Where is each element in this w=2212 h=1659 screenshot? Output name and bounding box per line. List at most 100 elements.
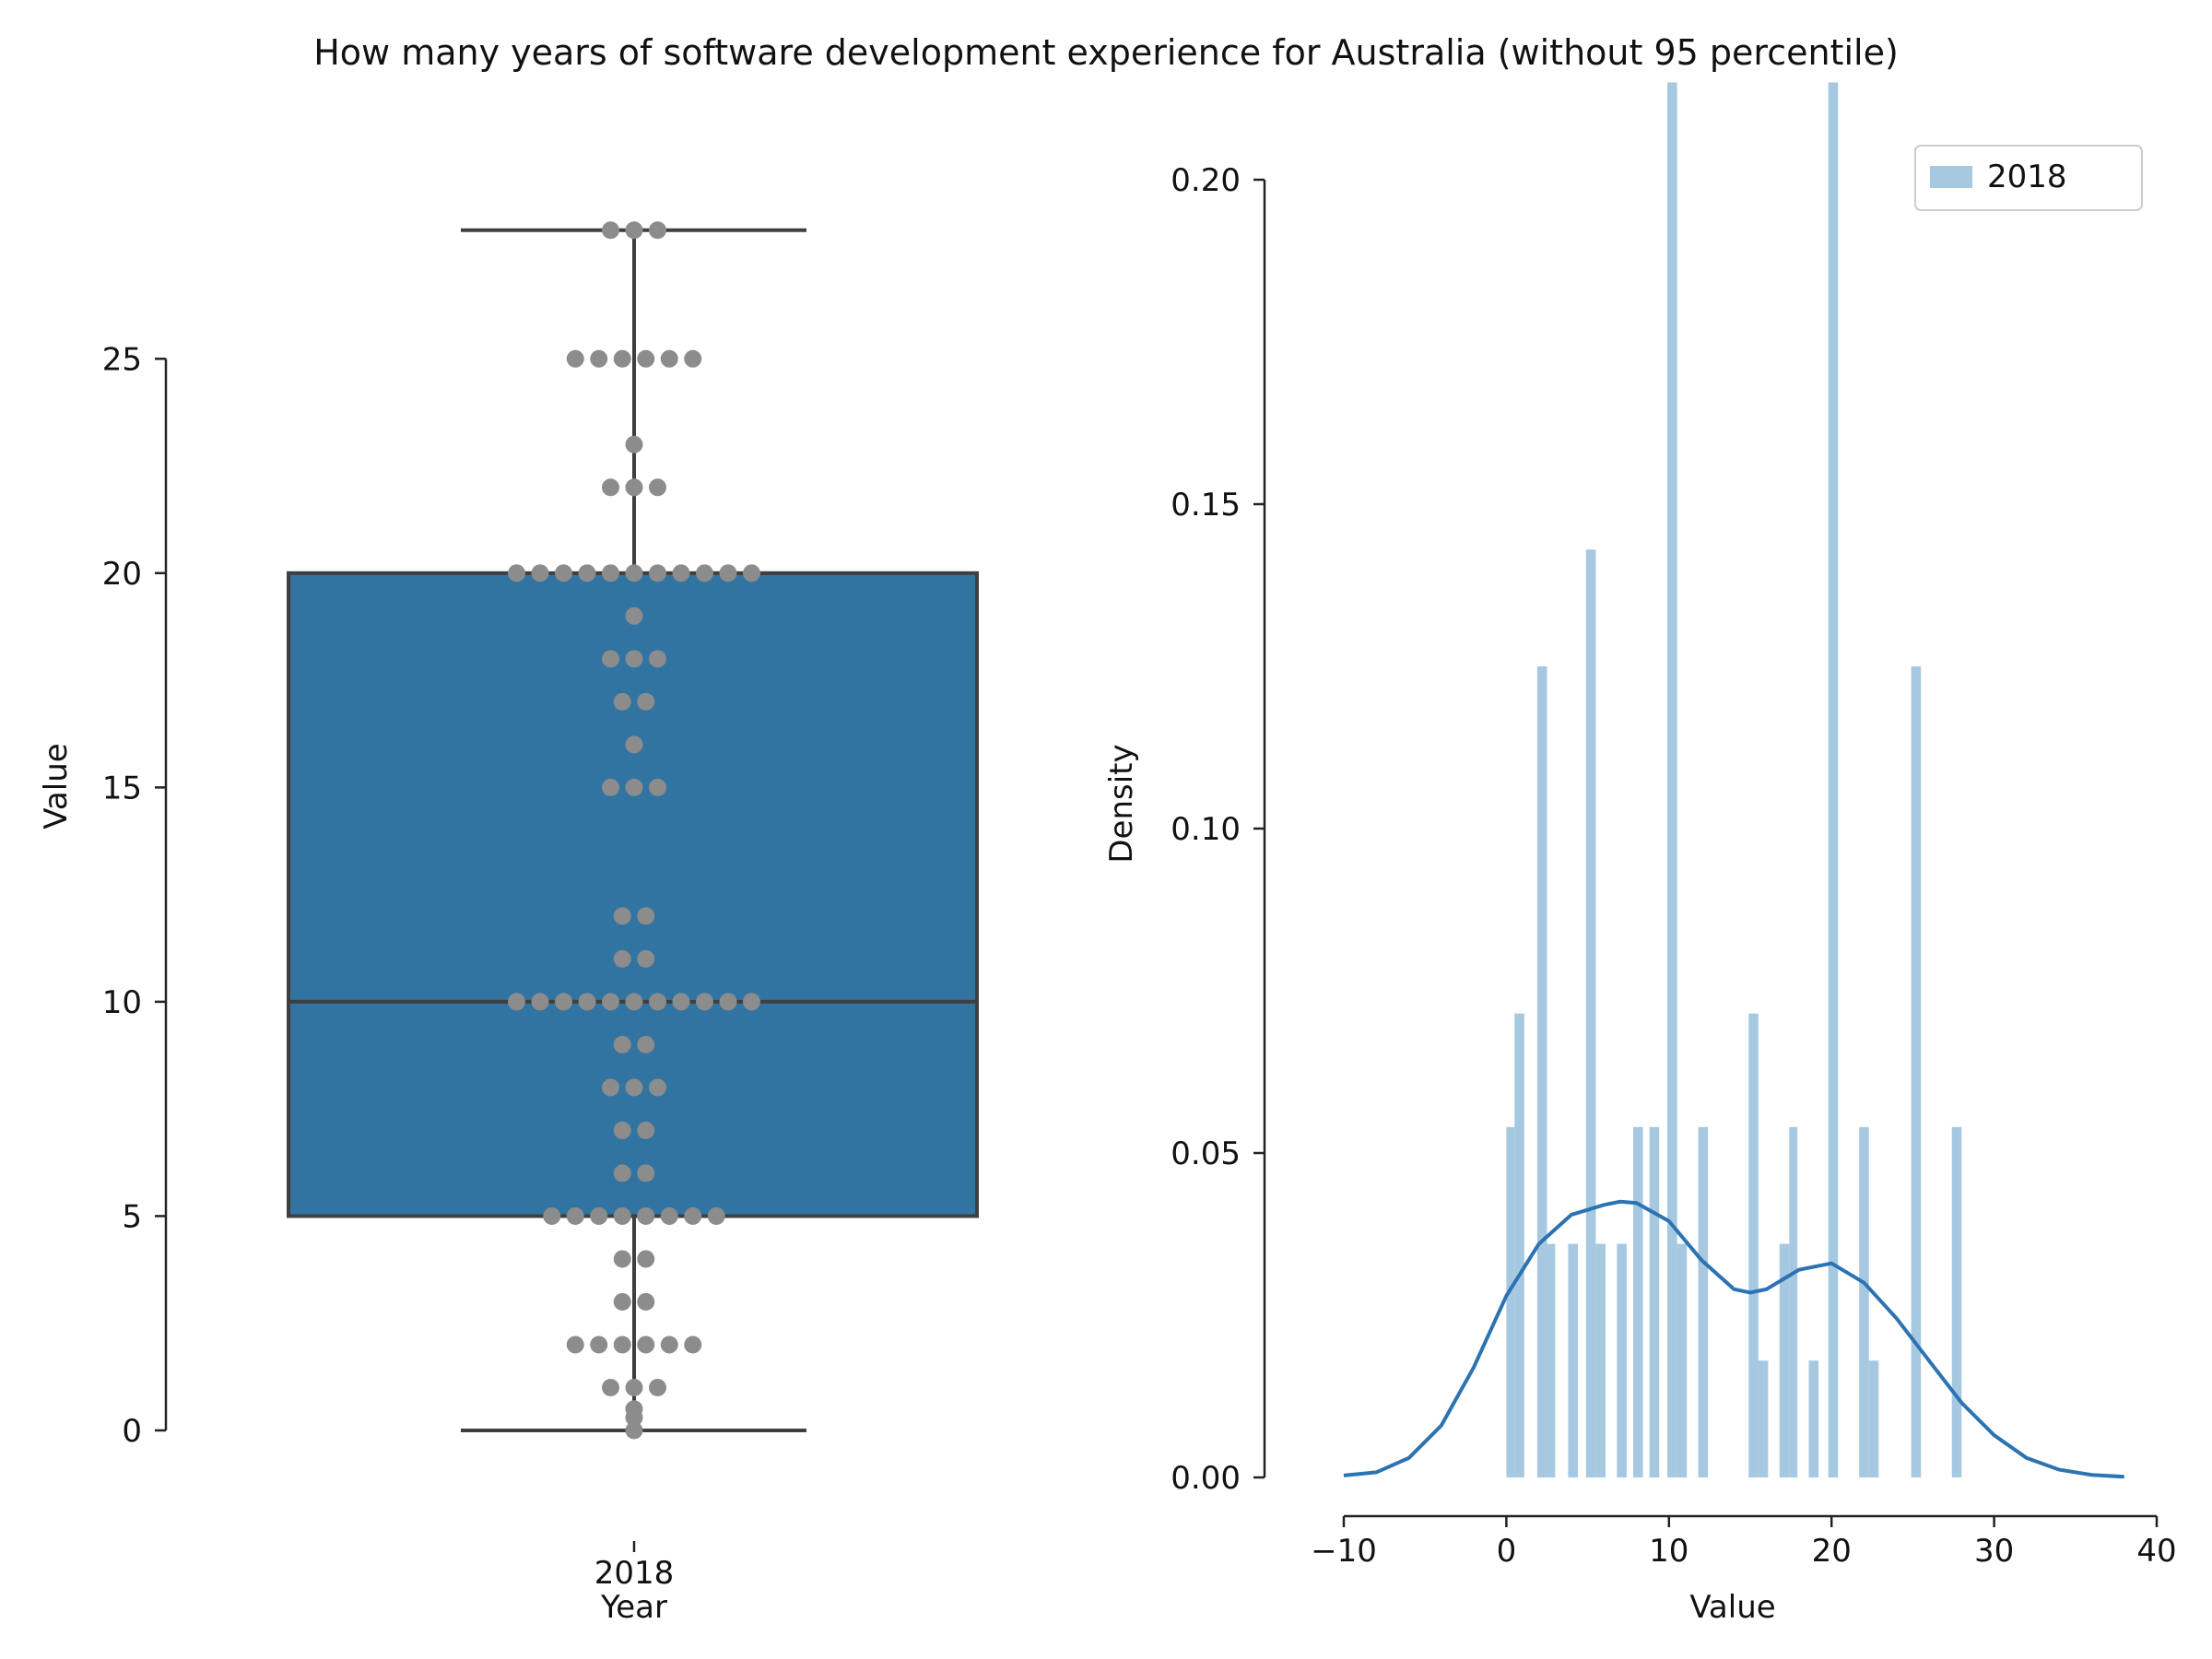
swarm-point [602,564,619,582]
swarm-point [684,349,702,368]
swarm-point [566,349,584,368]
boxplot-y-tick-label: 10 [102,984,142,1021]
swarm-point [649,221,666,240]
boxplot-y-tick-label: 25 [102,341,142,378]
swarm-point [696,564,713,582]
histogram-y-tick-label: 0.20 [1171,162,1241,199]
swarm-point [566,1335,584,1354]
swarm-point [625,650,643,668]
histogram-bar [1514,1013,1524,1477]
histogram-y-tick-label: 0.05 [1171,1135,1241,1172]
swarm-point [625,1408,643,1427]
swarm-point [649,564,666,582]
histogram-bar [1748,1013,1759,1477]
swarm-point [613,1292,631,1311]
histogram-bar [1828,82,1839,1477]
swarm-point [625,606,643,625]
histogram-bar [1536,666,1547,1477]
swarm-point [613,1121,631,1139]
swarm-point [613,349,631,368]
swarm-point [637,1292,655,1311]
swarm-point [649,478,666,497]
boxplot-y-tick-label: 0 [122,1413,142,1450]
swarm-point [660,349,678,368]
histogram-x-axis-label: Value [1689,1589,1775,1626]
swarm-point [613,1164,631,1182]
swarm-point [613,949,631,968]
swarm-point [719,564,737,582]
legend-frame [1914,145,2143,211]
histogram-bar [1758,1360,1769,1477]
swarm-point [602,1078,619,1097]
histogram-bar [1779,1243,1790,1477]
swarm-point [555,993,572,1011]
histogram-bar [1951,1126,1962,1477]
swarm-point [531,993,549,1011]
histogram-bar [1585,549,1596,1477]
swarm-point [637,1035,655,1053]
histogram-x-tick-label: 0 [1497,1533,1517,1570]
swarm-point [625,1378,643,1396]
swarm-point [625,564,643,582]
swarm-point [625,1421,643,1440]
histogram-bar [1595,1243,1606,1477]
swarm-point [707,1206,725,1225]
swarm-point [531,564,549,582]
histogram-bar [1617,1243,1627,1477]
swarm-point [672,993,690,1011]
swarm-point [613,1035,631,1053]
boxplot-y-tick-label: 5 [122,1198,142,1235]
swarm-point [649,993,666,1011]
histogram-bar [1506,1126,1515,1477]
swarm-point [743,993,760,1011]
swarm-point [602,993,619,1011]
swarm-point [590,349,608,368]
histogram-bar [1868,1360,1879,1477]
swarm-point [637,1121,655,1139]
swarm-point [649,1378,666,1396]
histogram-y-tick-label: 0.10 [1171,811,1241,848]
swarm-point [602,778,619,796]
histogram-y-tick-label: 0.15 [1171,487,1241,524]
boxplot-y-tick-label: 15 [102,770,142,806]
boxplot-box [287,571,979,1218]
swarm-point [613,1250,631,1268]
swarm-point [625,778,643,796]
swarm-point [637,949,655,968]
histogram-bar [1667,82,1677,1477]
swarm-point [719,993,737,1011]
swarm-point [649,650,666,668]
histogram-bar [1859,1126,1869,1477]
swarm-point [649,1078,666,1097]
swarm-point [625,478,643,497]
histogram-bar [1568,1243,1579,1477]
histogram-bar [1698,1126,1709,1477]
swarm-point [602,478,619,497]
histogram-x-tick-label: 40 [2136,1533,2176,1570]
swarm-point [602,221,619,240]
histogram-x-tick-label: 30 [1974,1533,2014,1570]
swarm-point [743,564,760,582]
swarm-point [637,1335,655,1354]
histogram-bar [1911,666,1922,1477]
swarm-point [543,1206,561,1225]
swarm-point [555,564,572,582]
swarm-point [625,993,643,1011]
boxplot-y-axis-label: Value [38,743,75,829]
histogram-y-tick-label: 0.00 [1171,1460,1241,1497]
histogram-bar [1649,1126,1660,1477]
swarm-point [578,564,596,582]
legend-swatch [1930,166,1972,188]
swarm-point [649,778,666,796]
swarm-point [625,435,643,453]
swarm-point [602,1378,619,1396]
swarm-point [637,1250,655,1268]
swarm-point [637,907,655,925]
kde-curve [1343,1199,2124,1479]
histogram-legend: 2018 [1914,145,2143,211]
swarm-point [684,1206,702,1225]
swarm-point [672,564,690,582]
swarm-point [625,221,643,240]
swarm-point [660,1206,678,1225]
